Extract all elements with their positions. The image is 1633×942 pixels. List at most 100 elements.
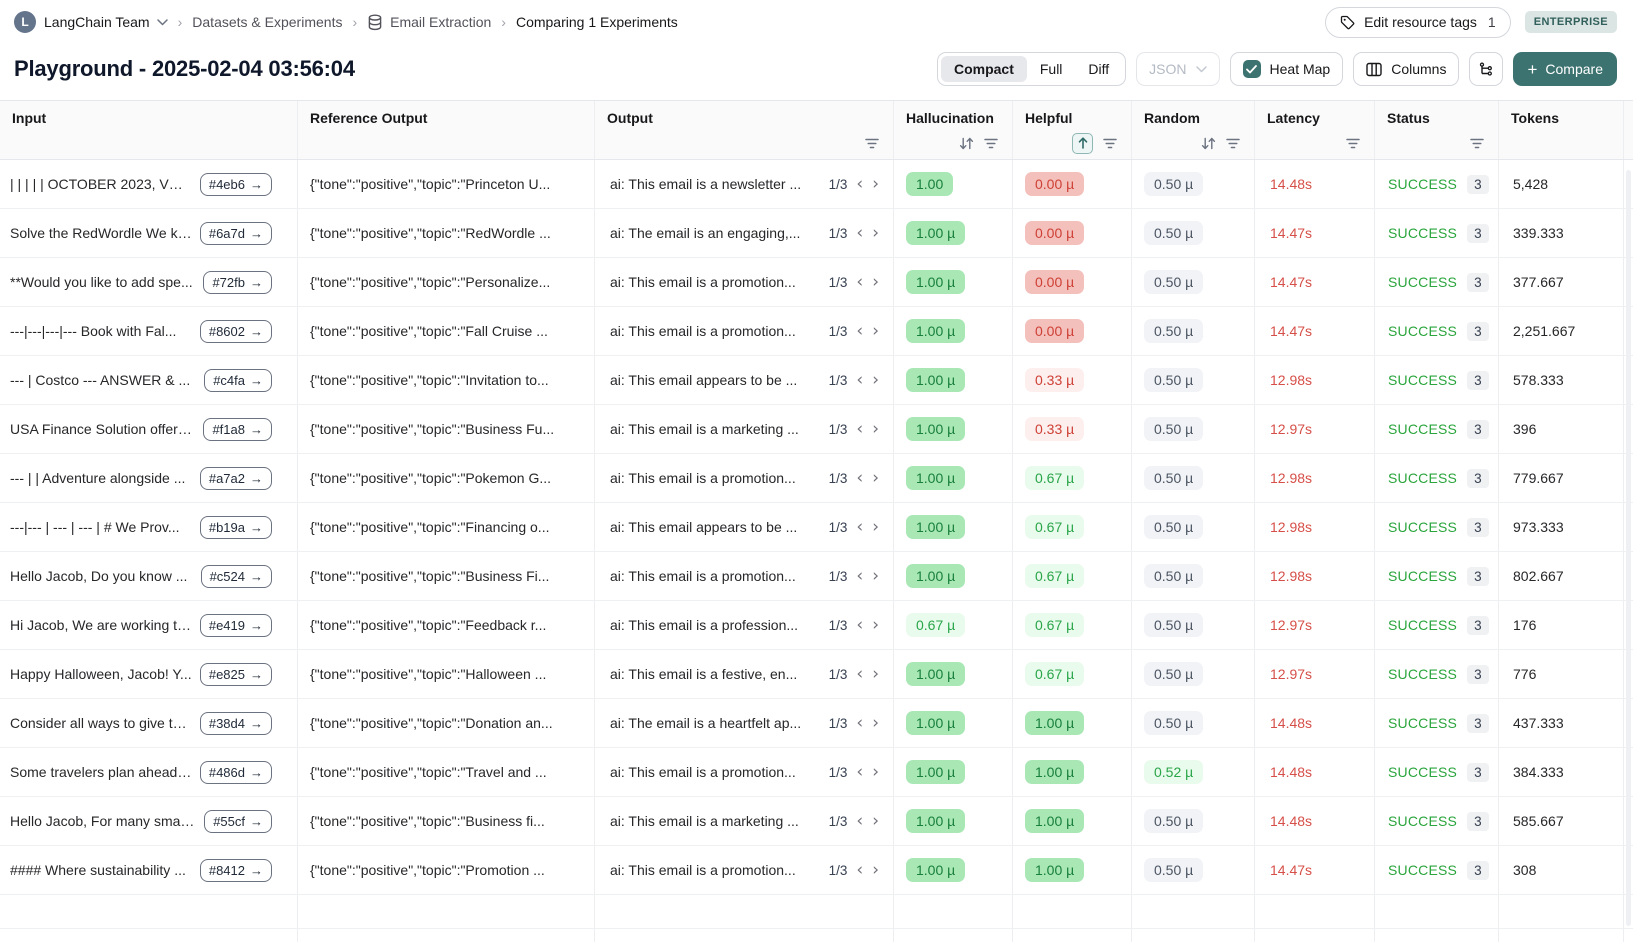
- breadcrumb-datasets[interactable]: Datasets & Experiments: [192, 14, 343, 30]
- pager-next-icon[interactable]: ›: [872, 418, 879, 439]
- pager-next-icon[interactable]: ›: [872, 712, 879, 733]
- team-avatar[interactable]: L: [14, 11, 36, 33]
- pager-prev-icon[interactable]: ‹: [856, 859, 864, 880]
- example-id-chip[interactable]: #a7a2 →: [199, 466, 272, 490]
- open-example-arrow-icon: →: [250, 372, 263, 388]
- example-id-chip[interactable]: #b19a →: [199, 515, 272, 539]
- columns-button[interactable]: Columns: [1353, 52, 1460, 86]
- input-cell: Hello Jacob, Do you know ... #c524 →: [0, 552, 298, 600]
- pager-prev-icon[interactable]: ‹: [856, 418, 864, 439]
- output-cell: ai: This email is a festive, en... 1/3 ‹ ›: [595, 650, 894, 698]
- trace-tree-button[interactable]: [1469, 52, 1504, 86]
- latency-cell: 14.47s: [1255, 258, 1375, 306]
- pager-next-icon[interactable]: ›: [872, 467, 879, 488]
- view-mode-compact[interactable]: Compact: [940, 56, 1027, 82]
- table-row[interactable]: #### Where sustainability ... #8412 → {"to…: [0, 846, 1633, 895]
- reference-output-text: {"tone":"positive","topic":"Princeton U.…: [310, 176, 551, 192]
- pager-prev-icon[interactable]: ‹: [856, 320, 864, 341]
- example-id-chip[interactable]: #6a7d →: [199, 221, 272, 245]
- table-row[interactable]: Consider all ways to give to... #38d4 → {"…: [0, 699, 1633, 748]
- tokens-value: 308: [1513, 862, 1537, 878]
- pager-prev-icon[interactable]: ‹: [856, 467, 864, 488]
- hallucination-score-badge: 1.00 µ: [906, 515, 966, 539]
- score-cell: 0.50 µ: [1132, 405, 1255, 453]
- table-row[interactable]: Solve the RedWordle We kn... #6a7d → {"ton…: [0, 209, 1633, 258]
- partial-next-row: [0, 929, 1633, 942]
- score-cell: 1.00 µ: [1013, 748, 1132, 796]
- example-id-chip[interactable]: #c524 →: [200, 564, 272, 588]
- pager-prev-icon[interactable]: ‹: [856, 614, 864, 635]
- example-id-chip[interactable]: #486d →: [199, 760, 272, 784]
- sort-icon[interactable]: [1201, 137, 1216, 150]
- example-id-chip[interactable]: #72fb →: [203, 270, 272, 294]
- filter-icon[interactable]: [865, 138, 879, 149]
- table-row[interactable]: --- | Costco --- ANSWER & ... #c4fa → {"to…: [0, 356, 1633, 405]
- filter-icon[interactable]: [1470, 138, 1484, 149]
- pager-next-icon[interactable]: ›: [872, 271, 879, 292]
- example-id-chip[interactable]: #c4fa →: [204, 368, 272, 392]
- pager-prev-icon[interactable]: ‹: [856, 271, 864, 292]
- filter-icon[interactable]: [1226, 138, 1240, 149]
- compare-button[interactable]: + Compare: [1513, 52, 1617, 86]
- edit-resource-tags-button[interactable]: Edit resource tags 1: [1325, 6, 1511, 38]
- table-row[interactable]: Hello Jacob, Do you know ... #c524 → {"ton…: [0, 552, 1633, 601]
- table-row[interactable]: Hello Jacob, For many small... #55cf → {"t…: [0, 797, 1633, 846]
- score-cell: 0.67 µ: [1013, 601, 1132, 649]
- table-row[interactable]: **Would you like to add spe... #72fb → {"t…: [0, 258, 1633, 307]
- format-select[interactable]: JSON: [1136, 52, 1220, 86]
- example-id-chip[interactable]: #55cf →: [204, 809, 272, 833]
- filter-icon[interactable]: [1103, 138, 1117, 149]
- example-id-chip[interactable]: #4eb6 →: [199, 172, 272, 196]
- table-row[interactable]: ---|---|---|--- Book with Fal... #8602 → {…: [0, 307, 1633, 356]
- pager-prev-icon[interactable]: ‹: [856, 516, 864, 537]
- sort-icon[interactable]: [959, 137, 974, 150]
- example-id-chip[interactable]: #e419 →: [199, 613, 272, 637]
- breadcrumb-team[interactable]: LangChain Team: [44, 14, 150, 30]
- filter-icon[interactable]: [1346, 138, 1360, 149]
- sort-ascending-active-icon[interactable]: [1072, 132, 1093, 154]
- example-id-chip[interactable]: #f1a8 →: [203, 417, 272, 441]
- pager-next-icon[interactable]: ›: [872, 565, 879, 586]
- pager-next-icon[interactable]: ›: [872, 810, 879, 831]
- pager-next-icon[interactable]: ›: [872, 859, 879, 880]
- status-value: SUCCESS: [1388, 519, 1458, 535]
- pager-next-icon[interactable]: ›: [872, 173, 879, 194]
- pager-next-icon[interactable]: ›: [872, 222, 879, 243]
- pager-next-icon[interactable]: ›: [872, 516, 879, 537]
- heat-map-toggle[interactable]: Heat Map: [1229, 52, 1344, 86]
- example-id-chip[interactable]: #8412 →: [199, 858, 272, 882]
- filter-icon[interactable]: [984, 138, 998, 149]
- pager-prev-icon[interactable]: ‹: [856, 761, 864, 782]
- pager-prev-icon[interactable]: ‹: [856, 369, 864, 390]
- output-cell: ai: This email appears to be ... 1/3 ‹ ›: [595, 356, 894, 404]
- pager-next-icon[interactable]: ›: [872, 663, 879, 684]
- pager-next-icon[interactable]: ›: [872, 761, 879, 782]
- example-id-chip[interactable]: #8602 →: [199, 319, 272, 343]
- pager-prev-icon[interactable]: ‹: [856, 173, 864, 194]
- pager-prev-icon[interactable]: ‹: [856, 810, 864, 831]
- pager-prev-icon[interactable]: ‹: [856, 712, 864, 733]
- checkbox-checked-icon[interactable]: [1242, 60, 1261, 78]
- chevron-down-icon[interactable]: [156, 18, 168, 26]
- example-id-chip[interactable]: #38d4 →: [199, 711, 272, 735]
- pager-prev-icon[interactable]: ‹: [856, 565, 864, 586]
- vertical-scrollbar[interactable]: [1626, 170, 1631, 926]
- helpful-score-badge: 0.33 µ: [1025, 368, 1085, 392]
- pager-next-icon[interactable]: ›: [872, 614, 879, 635]
- table-row[interactable]: ---|--- | --- | --- | # We Prov... #b19a …: [0, 503, 1633, 552]
- table-row[interactable]: --- | | Adventure alongside ... #a7a2 → {"…: [0, 454, 1633, 503]
- table-row[interactable]: | | | | | OCTOBER 2023, VOL... #4eb6 → {"t…: [0, 160, 1633, 209]
- example-id-chip[interactable]: #e825 →: [199, 662, 272, 686]
- table-row[interactable]: Hi Jacob, We are working to... #e419 → {"t…: [0, 601, 1633, 650]
- score-cell: 0.52 µ: [1132, 748, 1255, 796]
- pager-next-icon[interactable]: ›: [872, 320, 879, 341]
- breadcrumb-dataset-name[interactable]: Email Extraction: [390, 14, 492, 30]
- pager-prev-icon[interactable]: ‹: [856, 222, 864, 243]
- view-mode-full[interactable]: Full: [1039, 61, 1063, 77]
- table-row[interactable]: Some travelers plan ahead;... #486d → {"to…: [0, 748, 1633, 797]
- view-mode-diff[interactable]: Diff: [1088, 61, 1110, 77]
- pager-next-icon[interactable]: ›: [872, 369, 879, 390]
- table-row[interactable]: Happy Halloween, Jacob! Y... #e825 → {"ton…: [0, 650, 1633, 699]
- pager-prev-icon[interactable]: ‹: [856, 663, 864, 684]
- table-row[interactable]: USA Finance Solution offers ... #f1a8 → {"…: [0, 405, 1633, 454]
